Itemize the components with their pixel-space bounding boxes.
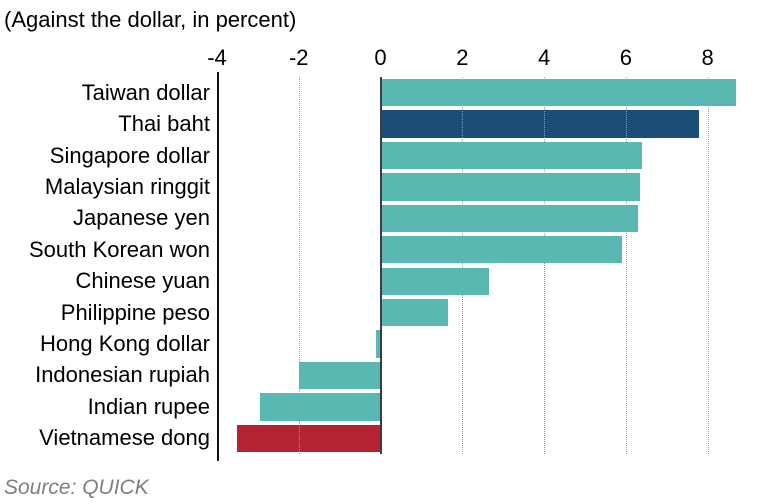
x-axis-tick-row: -4 -2 0 2 4 6 8 [0,44,769,72]
source-note: Source: QUICK [4,476,149,499]
gridline-8 [707,77,709,454]
category-label-japanese-yen: Japanese yen [73,205,210,231]
category-label-indonesian-rupiah: Indonesian rupiah [35,362,210,388]
category-label-chinese-yuan: Chinese yuan [75,268,210,294]
plot-area [217,72,769,461]
bar-malaysian-ringgit [380,173,641,201]
x-tick-label-6: 6 [619,45,632,70]
x-tick-label-0: 0 [374,45,387,70]
bar-taiwan-dollar [380,79,737,107]
zero-baseline [379,77,382,454]
x-tick-label-4: 4 [537,45,551,70]
gridline-6 [625,77,627,454]
chart-title: (Against the dollar, in percent) [4,7,297,32]
bar-thai-baht [380,110,700,138]
gridline--2 [298,77,300,454]
category-label-indian-rupee: Indian rupee [87,393,210,419]
category-label-malaysian-ringgit: Malaysian ringgit [44,173,210,199]
category-label-thai-baht: Thai baht [118,111,210,137]
bar-indian-rupee [259,393,381,421]
category-label-singapore-dollar: Singapore dollar [49,142,210,168]
gridline-2 [462,77,464,454]
x-tick-label--4: -4 [207,45,227,70]
bar-hong-kong-dollar [375,330,381,358]
category-label-hong-kong-dollar: Hong Kong dollar [39,331,210,357]
y-axis-line [217,72,219,461]
x-tick-label--2: -2 [288,45,309,70]
x-tick-label-2: 2 [456,45,469,70]
gridline-4 [544,77,546,454]
category-label-south-korean-won: South Korean won [28,236,210,262]
category-label-column: Taiwan dollar Thai baht Singapore dollar Ma… [0,77,210,454]
bar-indonesian-rupiah [298,361,381,390]
category-label-taiwan-dollar: Taiwan dollar [81,79,210,105]
bar-south-korean-won [380,236,622,264]
bar-chinese-yuan [380,267,489,295]
bar-japanese-yen [380,204,639,233]
bar-philippine-peso [380,298,448,327]
x-tick-label-8: 8 [701,45,714,70]
bar-singapore-dollar [380,141,643,170]
category-label-vietnamese-dong: Vietnamese dong [39,425,210,451]
category-label-philippine-peso: Philippine peso [60,299,210,325]
bar-vietnamese-dong [237,424,381,452]
